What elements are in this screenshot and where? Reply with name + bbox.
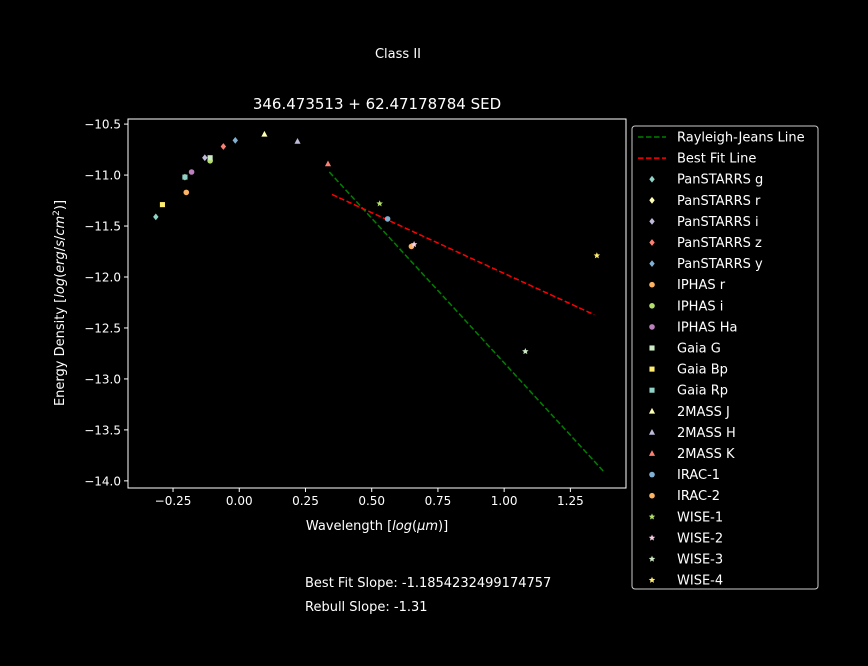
x-tick-label: 0.50 bbox=[358, 494, 385, 508]
x-tick-label: 0.25 bbox=[292, 494, 319, 508]
legend-label-iphas-ha: IPHAS Ha bbox=[677, 320, 737, 335]
legend-marker-2mass-h bbox=[648, 429, 656, 435]
legend-label-wise-4: WISE-4 bbox=[677, 574, 723, 589]
legend-label-best-fit-line: Best Fit Line bbox=[677, 152, 756, 167]
point-panstarrs-z bbox=[220, 143, 227, 150]
legend-label-panstarrs-i: PanSTARRS i bbox=[677, 215, 759, 230]
y-tick-label: −11.5 bbox=[84, 220, 121, 234]
figure-suptitle: Class II bbox=[374, 47, 421, 62]
best-fit-slope-note: Best Fit Slope: -1.1854232499174757 bbox=[305, 576, 552, 591]
legend-label-panstarrs-z: PanSTARRS z bbox=[677, 236, 762, 251]
point-iphas-r bbox=[183, 189, 190, 196]
legend-label-panstarrs-y: PanSTARRS y bbox=[677, 257, 763, 272]
x-tick-label: 1.00 bbox=[491, 494, 518, 508]
point-gaia-bp bbox=[159, 202, 165, 208]
legend-label-wise-2: WISE-2 bbox=[677, 531, 723, 546]
point-2mass-h bbox=[294, 138, 301, 144]
x-tick-label: −0.25 bbox=[155, 494, 192, 508]
legend-marker-panstarrs-i bbox=[649, 218, 655, 225]
chart-title: 346.473513 + 62.47178784 SED bbox=[252, 95, 502, 113]
point-panstarrs-y bbox=[232, 137, 239, 144]
legend-label-gaia-g: Gaia G bbox=[677, 342, 721, 357]
legend-marker-wise-1 bbox=[648, 513, 656, 520]
y-axis-ticks: −10.5 −11.0 −11.5 −12.0 −12.5 −13.0 −13.5 −14.0 bbox=[84, 118, 128, 488]
point-panstarrs-g bbox=[153, 213, 159, 221]
point-gaia-rp bbox=[182, 174, 188, 180]
legend-marker-2mass-k bbox=[648, 450, 656, 456]
y-tick-label: −12.5 bbox=[84, 321, 121, 335]
legend-marker-panstarrs-g bbox=[649, 175, 655, 183]
rayleigh-jeans-line bbox=[328, 171, 606, 474]
legend-label-2mass-k: 2MASS K bbox=[677, 447, 735, 462]
legend-marker-irac-2 bbox=[649, 492, 655, 499]
legend-label-2mass-j: 2MASS J bbox=[677, 405, 730, 420]
fit-lines-layer bbox=[328, 171, 606, 474]
rebull-slope-note: Rebull Slope: -1.31 bbox=[305, 600, 428, 615]
x-axis-ticks: −0.25 0.00 0.25 0.50 0.75 1.00 1.25 bbox=[155, 488, 584, 508]
legend-marker-panstarrs-z bbox=[649, 239, 655, 246]
legend-frame bbox=[631, 125, 819, 590]
point-irac-1 bbox=[384, 216, 391, 222]
legend-marker-iphas-i bbox=[649, 303, 655, 309]
y-tick-label: −13.0 bbox=[84, 372, 121, 386]
point-panstarrs-i bbox=[202, 154, 208, 162]
legend-marker-wise-3 bbox=[648, 555, 656, 562]
x-tick-label: 1.25 bbox=[557, 494, 584, 508]
y-tick-label: −11.0 bbox=[84, 169, 121, 183]
legend-marker-irac-1 bbox=[649, 471, 655, 478]
legend-marker-iphas-r bbox=[649, 281, 655, 288]
legend-label-2mass-h: 2MASS H bbox=[677, 426, 736, 441]
x-axis-label: Wavelength [log(μm)] bbox=[306, 519, 448, 534]
legend-label-irac-2: IRAC-2 bbox=[677, 489, 720, 504]
y-tick-label: −12.0 bbox=[84, 270, 121, 284]
legend: Rayleigh-Jeans Line Best Fit Line PanSTARR… bbox=[631, 125, 819, 590]
legend-label-rayleigh-jeans-line: Rayleigh-Jeans Line bbox=[677, 131, 805, 146]
legend-marker-gaia-bp bbox=[649, 366, 655, 372]
legend-marker-iphas-ha bbox=[649, 324, 655, 330]
legend-label-gaia-bp: Gaia Bp bbox=[677, 363, 728, 378]
data-points-layer bbox=[153, 130, 601, 355]
legend-label-iphas-i: IPHAS i bbox=[677, 299, 723, 314]
point-wise-1 bbox=[376, 200, 383, 207]
y-tick-label: −13.5 bbox=[84, 423, 121, 437]
legend-label-gaia-rp: Gaia Rp bbox=[677, 384, 728, 399]
legend-label-wise-3: WISE-3 bbox=[677, 553, 723, 568]
x-tick-label: 0.00 bbox=[226, 494, 253, 508]
legend-label-panstarrs-r: PanSTARRS r bbox=[677, 194, 761, 209]
point-wise-2 bbox=[410, 240, 418, 248]
point-2mass-j bbox=[261, 130, 268, 137]
legend-marker-gaia-rp bbox=[649, 387, 655, 393]
legend-label-iphas-r: IPHAS r bbox=[677, 278, 726, 293]
point-gaia-g bbox=[207, 155, 213, 161]
legend-label-panstarrs-g: PanSTARRS g bbox=[677, 173, 763, 188]
point-wise-3 bbox=[522, 348, 529, 355]
legend-label-wise-1: WISE-1 bbox=[677, 510, 723, 525]
point-iphas-ha bbox=[188, 169, 195, 175]
plot-frame bbox=[127, 118, 627, 489]
x-tick-label: 0.75 bbox=[425, 494, 452, 508]
legend-label-irac-1: IRAC-1 bbox=[677, 468, 720, 483]
legend-marker-panstarrs-y bbox=[649, 260, 655, 267]
legend-marker-panstarrs-r bbox=[649, 196, 655, 204]
point-2mass-k bbox=[324, 160, 332, 167]
point-wise-4 bbox=[593, 252, 601, 259]
legend-marker-wise-2 bbox=[648, 534, 656, 541]
y-axis-label: Energy Density [log(erg/s/cm2)] bbox=[52, 200, 68, 406]
legend-marker-wise-4 bbox=[648, 576, 656, 583]
y-tick-label: −10.5 bbox=[84, 118, 121, 132]
legend-marker-gaia-g bbox=[649, 345, 655, 351]
legend-marker-2mass-j bbox=[648, 407, 656, 414]
best-fit-line bbox=[331, 193, 595, 316]
y-tick-label: −14.0 bbox=[84, 474, 121, 488]
